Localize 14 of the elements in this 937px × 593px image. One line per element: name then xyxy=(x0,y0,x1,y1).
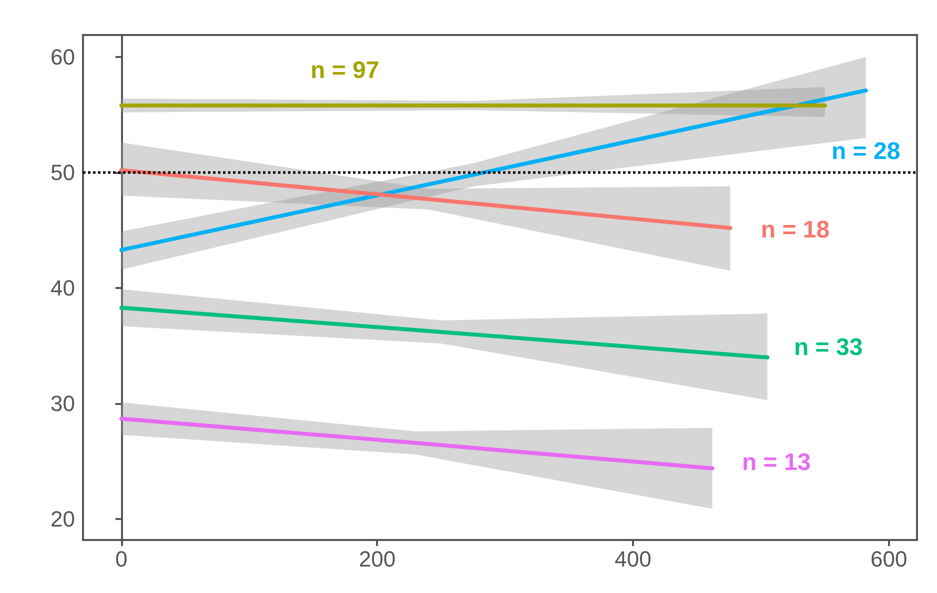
series-label: n = 13 xyxy=(742,448,811,476)
x-tick-label: 400 xyxy=(614,546,652,572)
x-tick-label: 200 xyxy=(358,546,396,572)
x-tick-label: 0 xyxy=(115,546,128,572)
x-tick-label: 600 xyxy=(870,546,908,572)
y-tick-label: 20 xyxy=(50,506,75,532)
y-tick-label: 50 xyxy=(50,160,75,186)
y-tick-label: 40 xyxy=(50,276,75,301)
series-label: n = 33 xyxy=(794,334,863,361)
y-tick-label: 30 xyxy=(50,391,75,416)
series-label: n = 18 xyxy=(760,216,830,244)
series-label: n = 28 xyxy=(831,138,900,165)
y-tick-label: 60 xyxy=(50,44,75,70)
series-label: n = 97 xyxy=(310,56,380,84)
